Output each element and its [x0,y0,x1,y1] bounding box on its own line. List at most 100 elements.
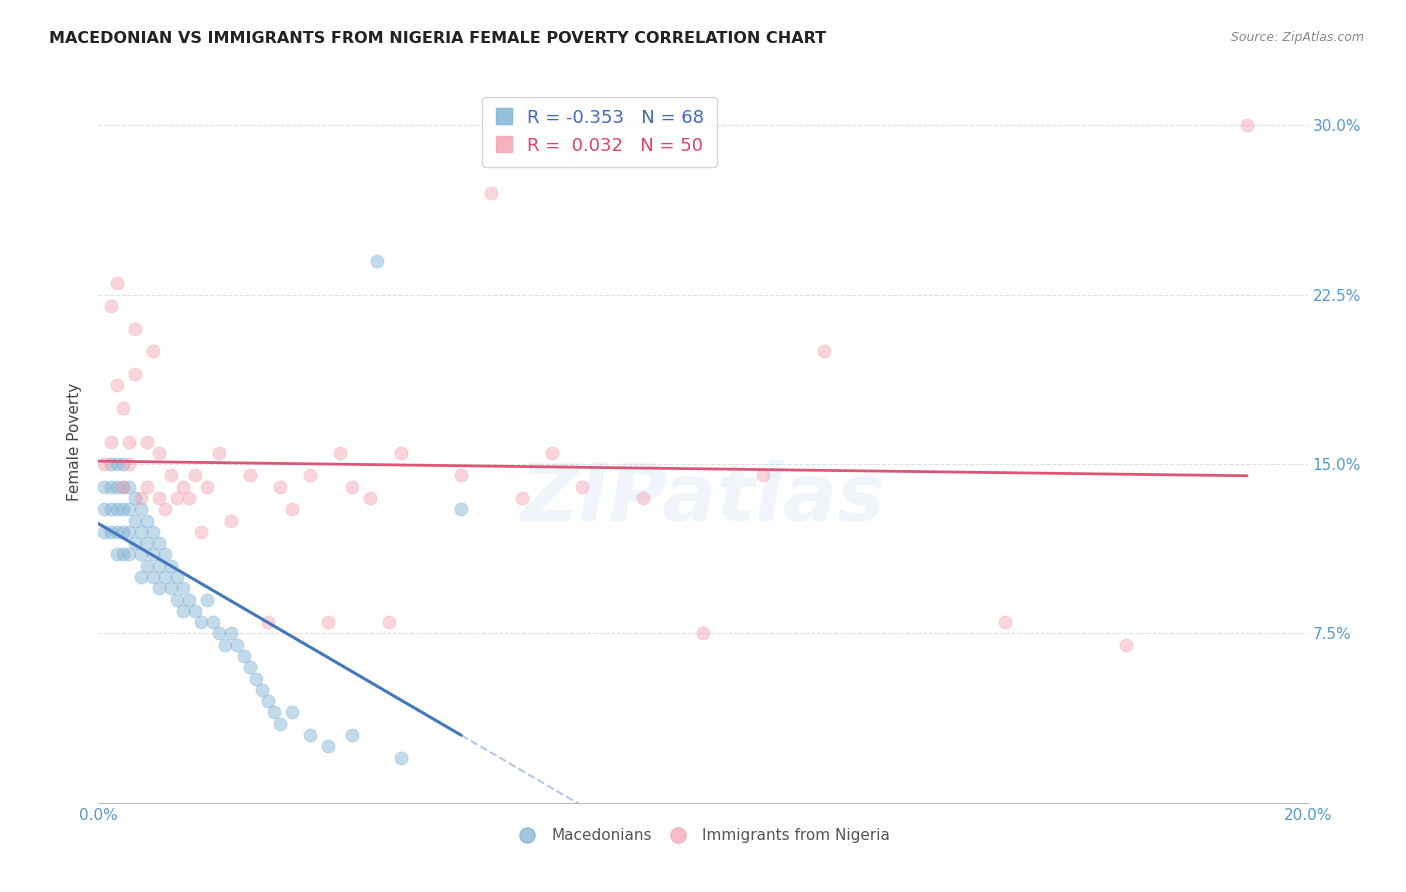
Point [692,626,714,640]
Point [124,367,146,381]
Point [124,491,146,505]
Point [184,604,207,618]
Point [105,457,128,471]
Point [342,480,364,494]
Point [172,480,194,494]
Point [111,502,134,516]
Point [256,615,278,630]
Point [129,524,152,539]
Point [105,378,128,392]
Point [148,491,170,505]
Point [135,514,157,528]
Point [129,491,152,505]
Point [540,446,562,460]
Point [389,750,412,764]
Point [118,457,141,471]
Point [153,502,176,516]
Point [118,434,141,449]
Point [281,502,304,516]
Y-axis label: Female Poverty: Female Poverty [67,383,83,500]
Point [172,582,194,596]
Point [813,344,835,359]
Point [299,728,322,742]
Point [148,536,170,550]
Point [111,524,134,539]
Point [153,548,176,562]
Point [100,502,122,516]
Point [221,626,243,640]
Point [281,706,304,720]
Point [100,480,122,494]
Point [450,468,472,483]
Point [202,615,225,630]
Point [239,660,262,674]
Point [148,558,170,573]
Point [269,716,291,731]
Point [142,344,165,359]
Point [100,299,122,313]
Point [135,536,157,550]
Point [510,491,533,505]
Point [226,638,249,652]
Point [166,491,188,505]
Point [93,502,115,516]
Point [160,558,183,573]
Point [172,604,194,618]
Point [100,457,122,471]
Point [195,592,218,607]
Point [105,548,128,562]
Point [118,524,141,539]
Point [160,468,183,483]
Point [752,468,775,483]
Point [153,570,176,584]
Point [316,615,339,630]
Point [299,468,322,483]
Point [166,570,188,584]
Point [377,615,399,630]
Point [124,536,146,550]
Point [111,480,134,494]
Point [239,468,262,483]
Point [389,446,412,460]
Point [100,434,122,449]
Point [184,468,207,483]
Point [142,570,165,584]
Point [129,502,152,516]
Point [342,728,364,742]
Point [232,648,254,663]
Point [135,434,157,449]
Point [105,502,128,516]
Point [93,524,115,539]
Point [111,480,134,494]
Point [105,277,128,291]
Point [450,502,472,516]
Point [111,401,134,415]
Point [105,480,128,494]
Point [179,491,201,505]
Point [195,480,218,494]
Point [142,524,165,539]
Point [160,582,183,596]
Point [481,186,503,201]
Point [118,548,141,562]
Point [208,446,231,460]
Point [179,592,201,607]
Point [111,548,134,562]
Point [190,524,212,539]
Legend: Macedonians, Immigrants from Nigeria: Macedonians, Immigrants from Nigeria [510,822,896,849]
Point [631,491,654,505]
Point [366,253,388,268]
Point [100,524,122,539]
Point [360,491,382,505]
Point [118,480,141,494]
Point [93,480,115,494]
Text: ZIPatlas: ZIPatlas [520,460,886,539]
Point [269,480,291,494]
Point [105,524,128,539]
Point [221,514,243,528]
Point [1115,638,1137,652]
Point [214,638,236,652]
Point [571,480,593,494]
Point [208,626,231,640]
Point [111,457,134,471]
